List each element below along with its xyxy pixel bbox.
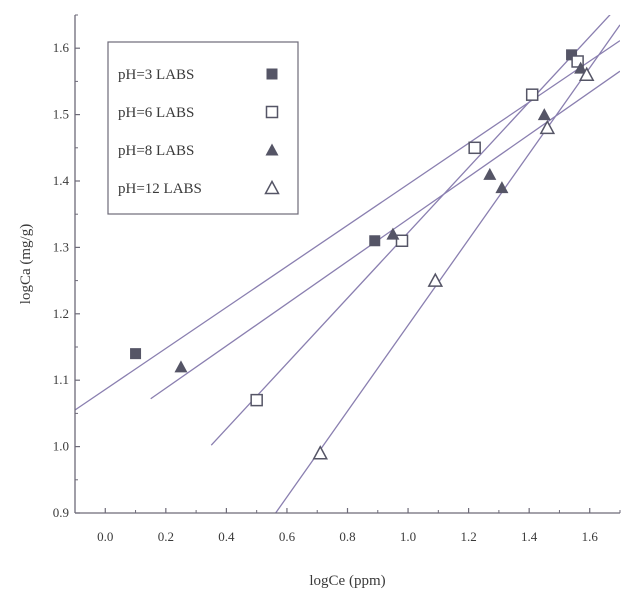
legend-marker [264,179,280,195]
data-point-triangle-filled [495,181,509,194]
fit-line [210,15,611,446]
legend-box [107,41,299,215]
x-axis-title: logCe (ppm) [309,573,385,589]
y-tick-label: 1.5 [53,107,69,122]
y-tick-label: 1.2 [53,306,69,321]
data-point-triangle-open [578,66,595,82]
y-tick-label: 1.1 [53,372,69,387]
x-tick-label: 0.6 [279,529,296,544]
data-point-triangle-filled [386,227,400,240]
x-tick-label: 0.4 [218,529,235,544]
y-axis-title: logCa (mg/g) [18,224,34,304]
y-tick-label: 1.4 [53,173,70,188]
legend-marker [266,68,278,80]
data-point-square-filled [566,49,578,61]
x-tick-label: 1.4 [521,529,538,544]
data-point-square-filled [369,235,381,247]
x-tick-label: 1.2 [460,529,476,544]
legend-label: pH=8 LABS [118,143,194,159]
y-tick-label: 0.9 [53,505,69,520]
legend-label: pH=3 LABS [118,67,194,83]
data-point-square-open [395,234,409,248]
data-point-triangle-filled [483,167,497,180]
fit-line [150,70,620,400]
fit-line [274,24,620,513]
x-tick-label: 0.0 [97,529,113,544]
y-tick-label: 1.0 [53,439,69,454]
x-tick-label: 0.2 [158,529,174,544]
data-point-triangle-open [427,272,444,287]
data-point-square-open [250,393,263,407]
x-tick-label: 0.8 [339,529,355,544]
y-tick-label: 1.3 [53,239,69,254]
x-tick-label: 1.6 [582,529,599,544]
data-point-square-open [571,55,584,68]
data-point-triangle-open [312,445,329,460]
x-tick-label: 1.0 [400,529,416,544]
data-point-triangle-filled [537,108,551,121]
data-point-triangle-filled [174,360,188,373]
legend-marker [265,143,279,156]
y-tick-label: 1.6 [53,40,70,55]
legend-label: pH=12 LABS [118,181,202,197]
data-point-triangle-filled [574,61,588,74]
data-point-triangle-open [539,119,556,135]
data-point-square-filled [130,348,142,360]
data-point-square-open [468,141,481,155]
legend-label: pH=6 LABS [118,105,194,121]
data-point-square-open [525,88,539,101]
legend-marker [265,105,279,119]
